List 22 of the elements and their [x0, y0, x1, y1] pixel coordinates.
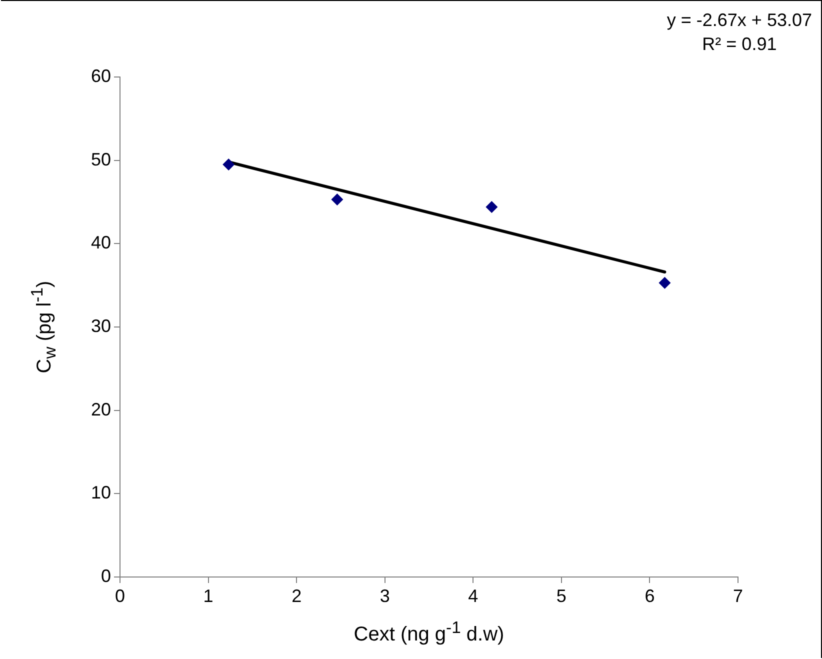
y-tick-label: 20 — [90, 399, 111, 420]
point — [486, 201, 498, 213]
x-tick-label: 5 — [556, 586, 566, 606]
x-tick-label: 1 — [203, 586, 214, 606]
y-tick-label: 50 — [90, 149, 111, 170]
point — [331, 194, 344, 206]
text: y = -2.67x + 53.07 — [666, 9, 812, 32]
y-tick-label: 40 — [90, 232, 111, 253]
text: R² = 0.91 — [701, 33, 778, 56]
x-tick-label: 2 — [292, 586, 302, 606]
x-tick-label: 6 — [644, 586, 655, 606]
y-tick-label: 30 — [90, 316, 111, 336]
x-tick-label: 7 — [732, 586, 744, 606]
x-tick-label: 3 — [380, 586, 390, 606]
point — [658, 276, 671, 289]
y-tick-label: 10 — [90, 482, 111, 503]
x-tick-label: 0 — [114, 586, 126, 606]
y-tick-label: 0 — [100, 566, 111, 586]
point — [222, 158, 235, 170]
x-axis-title: Cext (ng g$^{-1}$ d.w) — [352, 618, 506, 647]
x-tick-label: 4 — [468, 586, 478, 606]
y-tick-label: 60 — [90, 66, 111, 86]
